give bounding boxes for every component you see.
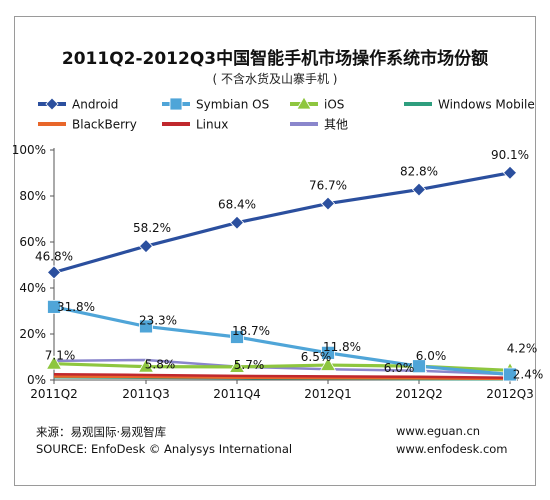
data-label-2-2: 5.7% (234, 358, 265, 372)
x-tick-label-5: 2012Q3 (486, 387, 534, 401)
legend-label-1: Symbian OS (196, 98, 269, 112)
series-0-point-5 (502, 165, 518, 180)
series-1-point-3 (321, 345, 335, 360)
url-enfodesk[interactable]: www.enfodesk.com (396, 442, 508, 456)
series-0-point-0 (46, 265, 62, 280)
data-label-2-1: 5.8% (145, 358, 176, 372)
series-2-point-3 (319, 356, 337, 371)
series-line-0 (53, 171, 511, 274)
source-cn: 来源：易观国际·易观智库 (36, 425, 167, 439)
series-line-5 (53, 373, 511, 379)
data-label-0-3: 76.7% (309, 179, 347, 193)
x-tick-label-0: 2011Q2 (30, 387, 78, 401)
series-line-6 (53, 358, 511, 376)
data-label-0-0: 46.8% (35, 249, 73, 263)
legend-label-4: BlackBerry (72, 118, 137, 132)
y-tick-label-0: 0% (27, 373, 46, 387)
series-0-point-2 (229, 215, 245, 230)
legend-label-5: Linux (196, 118, 228, 132)
legend-marker-0 (45, 97, 59, 111)
data-label-0-1: 58.2% (133, 221, 171, 235)
data-label-1-2: 18.7% (232, 324, 270, 338)
legend-label-3: Windows Mobile (438, 98, 535, 112)
y-tick-label-5: 100% (12, 143, 46, 157)
chart-subtitle: ( 不含水货及山寨手机 ) (212, 72, 338, 86)
data-label-0-5: 90.1% (491, 148, 529, 162)
series-1-point-5 (503, 367, 517, 382)
url-eguan[interactable]: www.eguan.cn (396, 424, 481, 438)
series-2-point-0 (45, 355, 63, 370)
data-label-2-0: 7.1% (45, 349, 76, 363)
x-tick-label-3: 2012Q1 (304, 387, 352, 401)
data-label-1-3: 11.8% (323, 340, 361, 354)
data-label-2-4: 6.0% (384, 361, 415, 375)
chart-title: 2011Q2-2012Q3中国智能手机市场操作系统市场份额 (61, 49, 489, 69)
y-tick-label-2: 40% (19, 281, 46, 295)
data-label-2-3: 6.5% (301, 350, 332, 364)
y-tick-label-1: 20% (19, 327, 46, 341)
y-tick-label-4: 80% (19, 189, 46, 203)
series-2-point-1 (137, 358, 155, 373)
series-0-point-1 (138, 239, 154, 254)
data-label-1-4: 6.0% (416, 349, 447, 363)
series-1-point-2 (230, 330, 244, 344)
data-label-0-4: 82.8% (400, 165, 438, 179)
series-line-1 (53, 305, 511, 377)
series-0-point-4 (411, 182, 427, 197)
source-en: SOURCE: EnfoDesk © Analysys Internationa… (36, 442, 293, 456)
y-tick-label-3: 60% (19, 235, 46, 249)
chart-frame (14, 16, 536, 486)
legend-label-6: 其他 (324, 118, 348, 132)
series-0-point-3 (320, 196, 336, 211)
data-label-1-5: 2.4% (513, 367, 544, 381)
legend-label-2: iOS (324, 98, 344, 112)
legend-marker-1 (169, 97, 183, 111)
legend-label-0: Android (72, 98, 118, 112)
data-label-1-1: 23.3% (139, 313, 177, 327)
x-tick-label-1: 2011Q3 (122, 387, 170, 401)
series-1-point-0 (47, 299, 61, 314)
series-line-4 (53, 375, 511, 381)
data-label-0-2: 68.4% (218, 198, 256, 212)
x-tick-label-4: 2012Q2 (395, 387, 443, 401)
data-label-2-5: 4.2% (507, 341, 538, 355)
legend-marker-2 (296, 96, 312, 110)
x-tick-label-2: 2011Q4 (213, 387, 261, 401)
series-1-point-4 (412, 359, 426, 374)
series-2-point-2 (228, 358, 246, 373)
data-label-1-0: 31.8% (57, 300, 95, 314)
series-1-point-1 (139, 319, 153, 334)
